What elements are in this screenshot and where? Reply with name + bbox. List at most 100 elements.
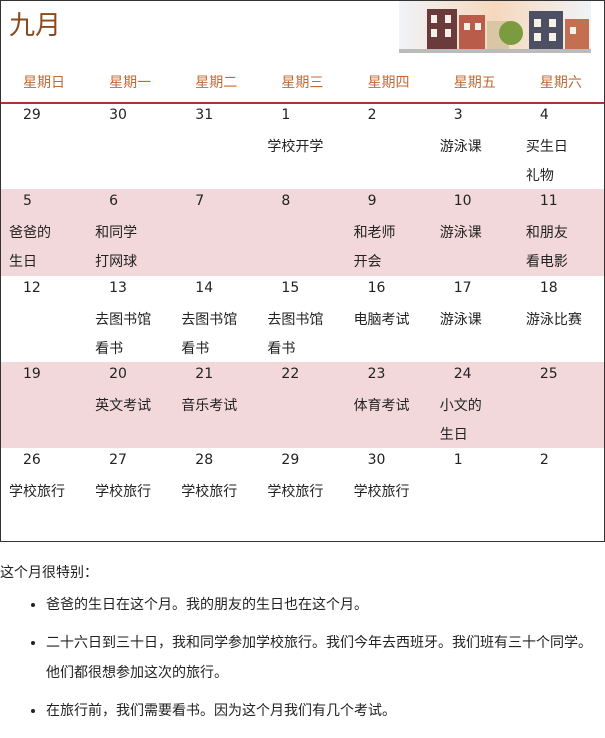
weekday: 星期日 — [23, 75, 65, 91]
event: 游泳比赛 — [525, 312, 582, 328]
text-section: 这个月很特别： 爸爸的生日在这个月。我的朋友的生日也在这个月。二十六日到三十日，… — [0, 562, 605, 734]
date: 13 — [109, 280, 127, 296]
day-cell: 13 去图书馆看书 — [87, 276, 173, 362]
weekday: 星期一 — [109, 75, 152, 91]
day-cell: 30 学校旅行 — [346, 448, 432, 541]
event: 游泳课 — [439, 225, 482, 241]
date: 11 — [539, 193, 558, 209]
date: 30 — [109, 107, 127, 123]
weekday: 星期四 — [367, 75, 410, 91]
day-cell: 18 游泳比赛 — [518, 276, 604, 362]
event: 爸爸的 — [9, 225, 51, 241]
bullet: 在旅行前，我们需要看书。因为这个月我们有几个考试。 — [46, 696, 605, 726]
day-cell: 31 — [173, 103, 259, 189]
event: 游泳课 — [439, 312, 482, 328]
date: 22 — [281, 366, 300, 382]
day-cell: 26 学校旅行 — [1, 448, 87, 541]
event: 学校旅行 — [353, 484, 410, 500]
event: 英文考试 — [95, 398, 152, 414]
event: 开会 — [353, 254, 382, 270]
week-row: 12 13 去图书馆 看书 14 去图书馆 看书 15 去图书馆 看书 16 电脑考试 17 游泳课 18 游… — [1, 276, 604, 362]
date: 1 — [281, 107, 291, 123]
week-row: 29 30 31 1 学校开学 2 3 游泳课 4 买生日 礼物 — [1, 103, 604, 189]
date: 24 — [453, 366, 472, 382]
day-cell: 10 游泳课 — [432, 189, 518, 276]
day-cell: 28 学校旅行 — [173, 448, 259, 541]
date: 27 — [109, 452, 127, 468]
event: 看书 — [267, 341, 296, 357]
week-row: 19 20 英文考试 21 音乐考试 22 23 体育考试 24 小文的 生日 25 — [1, 362, 604, 448]
event: 学校开学 — [267, 139, 324, 155]
day-cell: 1 — [432, 448, 518, 541]
bullet-list: 爸爸的生日在这个月。我的朋友的生日也在这个月。二十六日到三十日，我和同学参加学校… — [0, 590, 605, 726]
event: 去图书馆 — [267, 312, 324, 328]
day-cell: 29 学校旅行 — [259, 448, 345, 541]
week-row: 5 爸爸的 生日 6 和同学 打网球 7 8 9 和老师 开会 10 游泳课 11 和朋友 看电影 — [1, 189, 604, 276]
calendar: 九月 星期日 星期一 星期二 星期三 星期四 星期五 星期六 29 30 31 1 学校开学 2 3 游泳… — [0, 0, 605, 542]
weekday-header: 星期日 星期一 星期二 星期三 星期四 星期五 星期六 — [1, 71, 604, 104]
date: 2 — [367, 107, 377, 123]
event: 看书 — [95, 341, 124, 357]
day-cell: 2 — [346, 103, 432, 189]
date: 3 — [453, 107, 463, 123]
bullet: 爸爸的生日在这个月。我的朋友的生日也在这个月。 — [46, 590, 605, 620]
day-cell: 11 和朋友 看电影 — [518, 189, 604, 276]
day-cell: 9 和老师 开会 — [346, 189, 432, 276]
weekday: 星期五 — [453, 75, 496, 91]
day-cell: 16 电脑考试 — [346, 276, 432, 362]
event: 体育考试 — [353, 398, 410, 414]
day-cell: 19 — [1, 362, 87, 448]
event: 学校旅行 — [95, 484, 152, 500]
event: 去图书馆 — [181, 312, 238, 328]
event: 学校旅行 — [9, 484, 65, 500]
date: 28 — [195, 452, 214, 468]
event: 游泳课 — [439, 139, 482, 155]
date: 30 — [367, 452, 386, 468]
date: 16 — [367, 280, 386, 296]
date: 6 — [109, 193, 119, 209]
date: 12 — [23, 280, 41, 296]
day-cell: 4 买生日礼物 — [518, 103, 604, 189]
event: 去图书馆 — [95, 312, 152, 328]
event: 礼物 — [525, 168, 554, 184]
day-cell: 27 学校旅行 — [87, 448, 173, 541]
day-cell: 22 — [259, 362, 345, 448]
event: 小文的 — [439, 398, 482, 414]
date: 1 — [453, 452, 463, 468]
day-cell: 12 — [1, 276, 87, 362]
event: 买生日 — [525, 139, 568, 155]
event: 音乐考试 — [181, 398, 238, 414]
event: 和同学 — [95, 225, 138, 241]
date: 5 — [23, 193, 32, 209]
date: 31 — [195, 107, 214, 123]
date: 14 — [195, 280, 214, 296]
illustration — [399, 1, 591, 53]
event: 电脑考试 — [353, 312, 410, 328]
event: 看书 — [181, 341, 210, 357]
date: 15 — [281, 280, 300, 296]
day-cell: 8 — [259, 189, 345, 276]
date: 10 — [453, 193, 472, 209]
date: 29 — [281, 452, 300, 468]
date: 4 — [539, 107, 549, 123]
day-cell: 24 小文的生日 — [432, 362, 518, 448]
date: 21 — [195, 366, 214, 382]
date: 25 — [539, 366, 558, 382]
day-cell: 23 体育考试 — [346, 362, 432, 448]
date: 2 — [539, 452, 549, 468]
event: 和老师 — [353, 225, 396, 241]
event: 生日 — [439, 427, 468, 443]
day-cell: 14 去图书馆看书 — [173, 276, 259, 362]
event: 生日 — [9, 254, 37, 270]
event: 学校旅行 — [181, 484, 238, 500]
date: 7 — [195, 193, 205, 209]
date: 26 — [23, 452, 41, 468]
day-cell: 1 学校开学 — [259, 103, 345, 189]
date: 23 — [367, 366, 386, 382]
event: 学校旅行 — [267, 484, 324, 500]
event: 打网球 — [95, 254, 138, 270]
day-cell: 5 爸爸的生日 — [1, 189, 87, 276]
title: 九月 — [9, 11, 62, 41]
bullet: 二十六日到三十日，我和同学参加学校旅行。我们今年去西班牙。我们班有三十个同学。他… — [46, 628, 605, 688]
